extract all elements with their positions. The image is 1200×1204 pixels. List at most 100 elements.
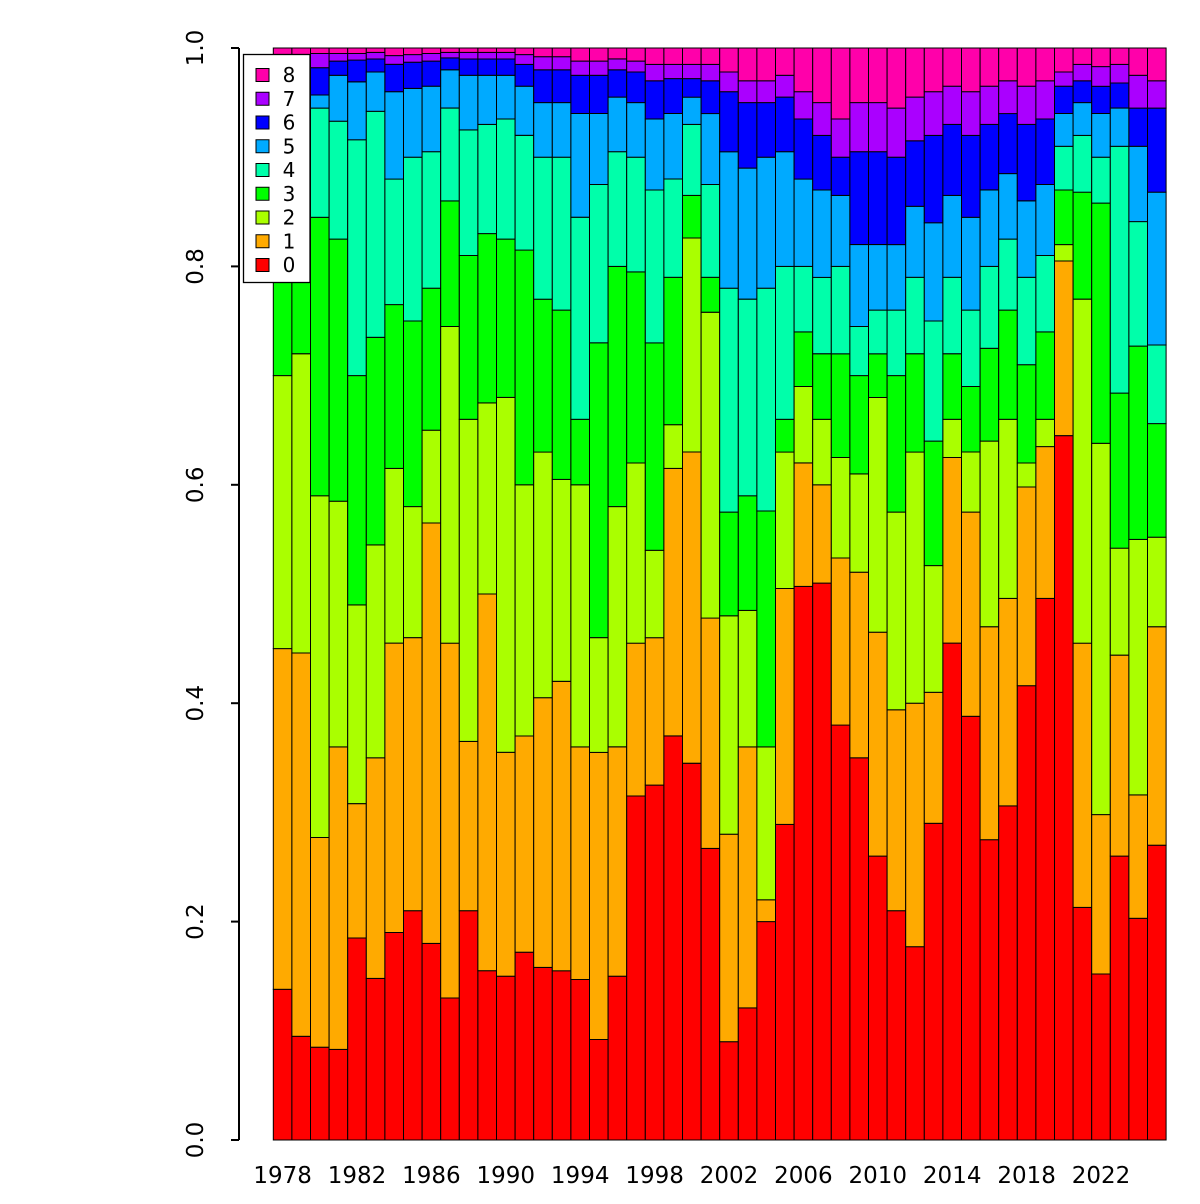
bar-segment-1991-cat6 (514, 63, 535, 87)
bar-segment-1997-cat4 (626, 156, 646, 273)
bar-segment-2023-cat2 (1109, 547, 1130, 656)
bar-year-1995 (589, 47, 609, 1141)
bar-segment-2008-cat3 (830, 353, 851, 458)
legend-swatch-icon-3 (255, 186, 270, 201)
bar-year-1987 (440, 47, 460, 1141)
bar-year-2021 (1072, 47, 1093, 1141)
bar-segment-1996-cat0 (607, 975, 628, 1141)
bar-segment-2023-cat0 (1109, 855, 1130, 1141)
bar-segment-1987-cat0 (440, 997, 460, 1141)
bar-segment-2024-cat4 (1128, 221, 1149, 347)
bar-segment-1985-cat2 (403, 506, 423, 639)
x-axis: 1978 1982 1986 1990 1994 1998 2002 2006 2010 2014… (253, 1163, 1130, 1189)
bar-segment-1985-cat8 (403, 47, 423, 56)
x-tick-label: 2010 (849, 1163, 908, 1189)
bar-segment-2005-cat3 (775, 418, 795, 453)
bar-segment-1993-cat3 (551, 309, 572, 480)
bar-segment-1983-cat5 (365, 71, 386, 112)
bar-segment-2015-cat6 (961, 134, 981, 218)
bar-segment-2001-cat5 (700, 113, 721, 185)
bar-segment-2018-cat2 (1016, 462, 1037, 488)
bar-segment-1987-cat8 (440, 47, 460, 53)
bar-segment-2000-cat6 (682, 78, 702, 98)
bar-segment-1996-cat4 (607, 151, 628, 267)
bar-segment-2009-cat6 (849, 151, 870, 245)
bar-segment-1990-cat5 (496, 74, 516, 120)
bar-segment-2004-cat5 (756, 156, 777, 289)
bar-segment-1983-cat3 (365, 336, 386, 546)
bar-segment-2015-cat5 (961, 216, 981, 311)
bar-segment-2021-cat8 (1072, 47, 1093, 65)
bar-segment-1997-cat5 (626, 102, 646, 158)
bar-segment-1995-cat5 (589, 113, 609, 185)
bar-segment-1998-cat0 (644, 784, 665, 1141)
bar-segment-1985-cat6 (403, 61, 423, 89)
bar-segment-1999-cat2 (663, 424, 684, 469)
bar-segment-2000-cat1 (682, 451, 702, 764)
bar-segment-2023-cat7 (1109, 63, 1130, 84)
bar-segment-2013-cat2 (923, 565, 944, 693)
bar-segment-1997-cat8 (626, 47, 646, 62)
bar-segment-2002-cat3 (719, 511, 739, 617)
bar-year-2019 (1035, 47, 1056, 1141)
bar-segment-2012-cat2 (905, 451, 925, 704)
x-tick-label: 1994 (551, 1163, 610, 1189)
bar-segment-2025-cat7 (1147, 80, 1167, 109)
bar-segment-2005-cat1 (775, 588, 795, 825)
bar-segment-1999-cat1 (663, 467, 684, 737)
bar-segment-2002-cat0 (719, 1041, 739, 1141)
bar-segment-2020-cat5 (1054, 113, 1074, 147)
bar-segment-2020-cat0 (1054, 435, 1074, 1141)
bar-segment-1988-cat7 (458, 51, 479, 60)
bar-segment-2025-cat6 (1147, 107, 1167, 193)
bar-segment-2020-cat3 (1054, 189, 1074, 246)
bar-segment-1982-cat4 (347, 139, 367, 377)
bar-segment-1983-cat2 (365, 544, 386, 759)
x-tick-label: 1990 (477, 1163, 536, 1189)
bar-segment-1981-cat5 (328, 74, 349, 122)
bar-segment-1983-cat6 (365, 58, 386, 73)
bar-segment-1992-cat2 (533, 451, 553, 699)
bar-segment-1990-cat0 (496, 975, 516, 1141)
bar-segment-2003-cat0 (737, 1007, 758, 1141)
bar-segment-2023-cat6 (1109, 82, 1130, 109)
bar-year-1998 (644, 47, 665, 1141)
bar-segment-2020-cat6 (1054, 85, 1074, 114)
bar-segment-1999-cat7 (663, 63, 684, 80)
bar-segment-1986-cat8 (421, 47, 442, 54)
bar-segment-1984-cat0 (384, 932, 404, 1141)
bar-year-2009 (849, 47, 870, 1141)
bar-segment-1994-cat3 (570, 418, 591, 486)
bar-segment-2008-cat2 (830, 457, 851, 559)
y-axis: 0.0 0.2 0.4 0.6 0.8 1.0 (183, 30, 240, 1158)
bar-segment-2007-cat1 (812, 484, 832, 584)
bar-segment-2003-cat5 (737, 167, 758, 300)
bar-segment-1994-cat7 (570, 60, 591, 76)
bar-segment-2008-cat5 (830, 194, 851, 267)
bar-segment-2004-cat0 (756, 921, 777, 1141)
bar-segment-2011-cat1 (886, 709, 907, 912)
bar-segment-2024-cat1 (1128, 794, 1149, 919)
bar-segment-1987-cat6 (440, 57, 460, 71)
bar-segment-2013-cat4 (923, 320, 944, 442)
bar-segment-1983-cat4 (365, 110, 386, 338)
bar-segment-1986-cat6 (421, 60, 442, 87)
bar-segment-1997-cat6 (626, 71, 646, 104)
bar-segment-2012-cat8 (905, 47, 925, 98)
bar-segment-2001-cat2 (700, 311, 721, 619)
bar-segment-1993-cat4 (551, 156, 572, 311)
bar-segment-2004-cat7 (756, 80, 777, 104)
bar-segment-1992-cat7 (533, 56, 553, 71)
bar-segment-2025-cat1 (1147, 626, 1167, 846)
bar-segment-1992-cat8 (533, 47, 553, 58)
legend-swatch-icon-7 (255, 91, 270, 106)
bar-segment-1999-cat0 (663, 735, 684, 1141)
bar-segment-2006-cat4 (793, 265, 814, 333)
bar-segment-2025-cat5 (1147, 191, 1167, 346)
bar-year-1986 (421, 47, 442, 1141)
bar-segment-1996-cat6 (607, 69, 628, 98)
bar-segment-1998-cat7 (644, 63, 665, 82)
bar-segment-1986-cat2 (421, 429, 442, 524)
bar-segment-2016-cat5 (979, 189, 1000, 267)
bar-segment-1995-cat0 (589, 1039, 609, 1141)
